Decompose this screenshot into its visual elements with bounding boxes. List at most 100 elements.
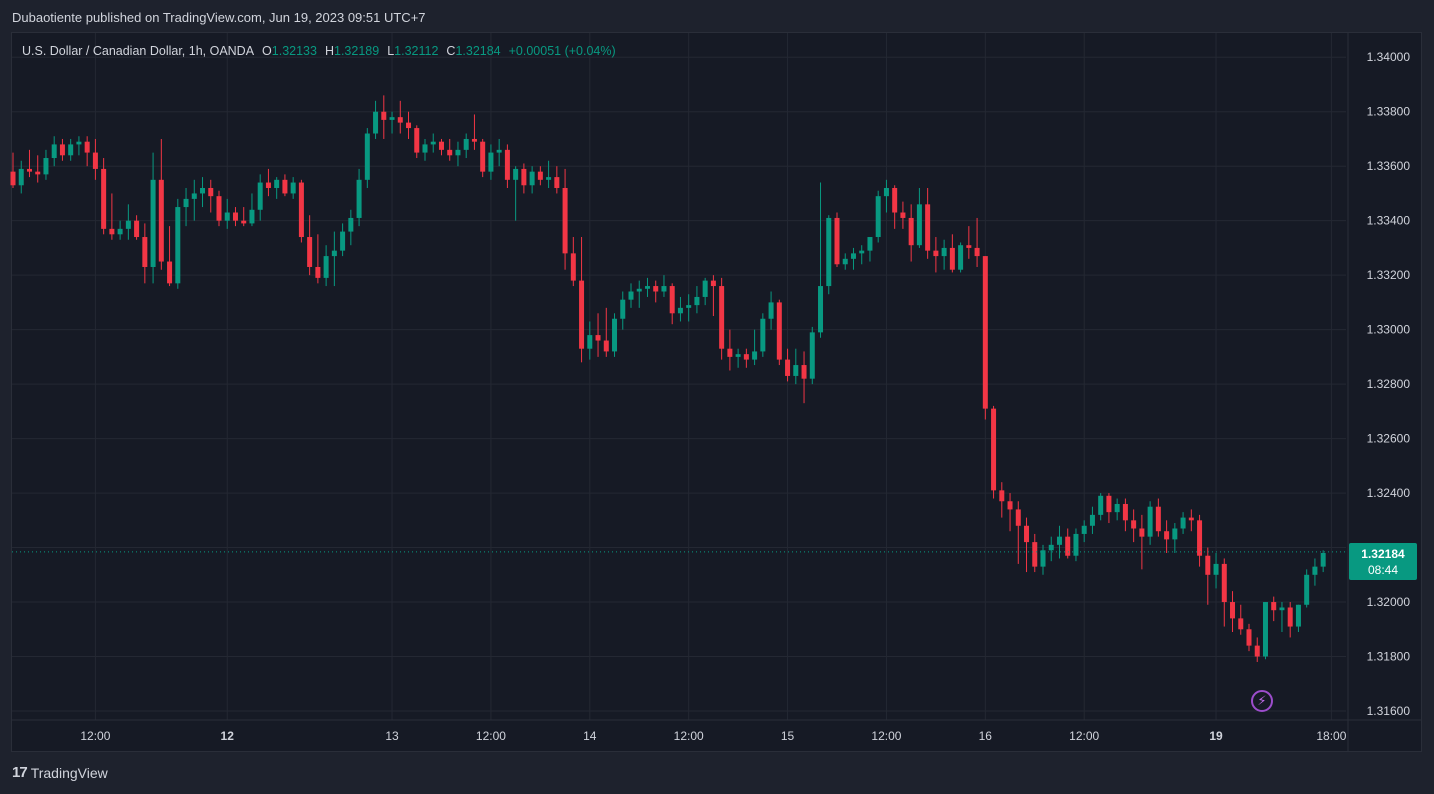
candle-up (958, 245, 964, 270)
candle-down (381, 111, 387, 120)
y-tick-label: 1.32000 (1367, 595, 1411, 609)
candle-down (142, 237, 148, 267)
candle-down (480, 141, 486, 172)
candle-down (1106, 495, 1112, 513)
candle-up (496, 149, 502, 153)
candle-up (1089, 514, 1095, 526)
candle-up (842, 258, 848, 265)
y-tick-label: 1.33200 (1367, 268, 1411, 282)
candle-up (1073, 533, 1079, 556)
candle-up (768, 302, 774, 319)
candle-up (1262, 602, 1268, 657)
candle-up (348, 217, 354, 232)
tradingview-logo[interactable]: 17 TradingView (12, 764, 108, 781)
candle-down (26, 168, 32, 172)
candle-up (1320, 553, 1326, 567)
candle-down (1032, 542, 1038, 567)
candle-up (1147, 506, 1153, 537)
candle-down (504, 149, 510, 180)
candle-down (208, 187, 214, 197)
candle-down (999, 490, 1005, 502)
candle-up (68, 144, 74, 156)
candle-up (183, 198, 189, 208)
candle-down (900, 212, 906, 218)
candle-up (735, 354, 741, 357)
candle-down (447, 149, 453, 156)
y-tick-label: 1.31800 (1367, 650, 1411, 664)
lightning-icon[interactable]: ⚡ (1251, 690, 1273, 712)
candle-down (92, 152, 98, 169)
candle-down (562, 187, 568, 254)
candle-up (513, 168, 519, 180)
candle-up (760, 318, 766, 352)
candle-up (150, 179, 156, 267)
candle-down (949, 247, 955, 270)
candle-down (265, 182, 271, 188)
candle-up (677, 307, 683, 314)
candle-down (1205, 555, 1211, 575)
candle-down (158, 179, 164, 262)
candle-up (1114, 503, 1120, 513)
candle-down (925, 204, 931, 251)
candle-up (455, 149, 461, 156)
candle-down (776, 302, 782, 360)
candle-up (809, 332, 815, 379)
candle-down (10, 171, 16, 186)
candle-down (406, 122, 412, 129)
candle-up (636, 288, 642, 292)
candle-down (603, 340, 609, 352)
publisher-caption: Dubaotiente published on TradingView.com… (12, 10, 426, 25)
x-tick-label: 15 (781, 729, 795, 743)
low-label: L (387, 44, 395, 58)
candle-up (191, 193, 197, 199)
chart-pane[interactable] (11, 32, 1422, 752)
candle-up (661, 286, 667, 292)
ohlc-legend: U.S. Dollar / Canadian Dollar, 1h, OANDA… (22, 44, 624, 58)
candle-up (1279, 607, 1285, 611)
candle-down (1230, 602, 1236, 619)
candle-up (883, 187, 889, 197)
candle-up (389, 117, 395, 120)
candle-up (76, 141, 82, 145)
candle-down (1221, 563, 1227, 603)
candle-down (908, 217, 914, 246)
candle-down (521, 168, 527, 186)
y-tick-label: 1.34000 (1367, 50, 1411, 64)
y-tick-label: 1.31600 (1367, 704, 1411, 718)
candle-down (570, 253, 576, 281)
candle-up (51, 144, 57, 159)
close-label: C (446, 44, 456, 58)
y-tick-label: 1.33000 (1367, 323, 1411, 337)
x-tick-label: 12:00 (80, 729, 110, 743)
candle-down (1238, 618, 1244, 630)
candle-up (18, 168, 24, 186)
candle-down (307, 237, 313, 267)
candle-up (463, 138, 469, 150)
candle-up (224, 212, 230, 221)
y-tick-label: 1.32800 (1367, 377, 1411, 391)
candle-down (933, 250, 939, 257)
candle-up (290, 182, 296, 194)
y-tick-label: 1.32400 (1367, 486, 1411, 500)
low-value: 1.32112 (394, 44, 439, 58)
candle-down (1065, 536, 1071, 556)
candle-up (826, 217, 832, 287)
candle-up (875, 196, 881, 238)
candle-up (644, 286, 650, 289)
candle-down (1246, 629, 1252, 646)
candle-up (850, 253, 856, 259)
candle-down (167, 261, 173, 284)
bar-countdown: 08:44 (1367, 563, 1399, 577)
candle-down (109, 228, 115, 235)
candle-up (340, 231, 346, 251)
symbol-title[interactable]: U.S. Dollar / Canadian Dollar, 1h, OANDA (22, 44, 255, 58)
candle-up (628, 291, 634, 300)
candle-down (1164, 531, 1170, 540)
candle-up (612, 318, 618, 352)
candle-up (43, 158, 49, 175)
candle-down (1139, 528, 1145, 537)
candle-up (1304, 574, 1310, 605)
candle-down (216, 196, 222, 221)
x-tick-label: 12:00 (871, 729, 901, 743)
